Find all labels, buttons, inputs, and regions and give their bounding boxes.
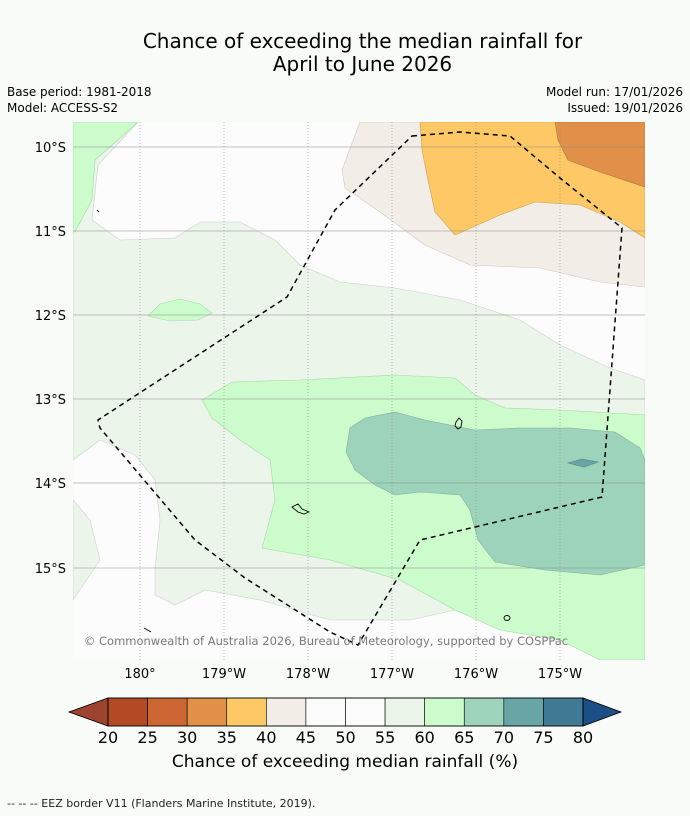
lat-label: 12°S — [35, 309, 66, 324]
colorbar-swatch — [226, 697, 267, 727]
contour-70-75 — [566, 458, 600, 468]
footer-note: -- -- -- EEZ border V11 (Flanders Marine… — [7, 797, 316, 810]
graticule — [73, 122, 645, 660]
colorbar-low-arrow — [67, 697, 109, 727]
colorbar-swatch — [266, 697, 307, 727]
island-nw-dot — [96, 209, 100, 213]
colorbar-ticks: 20 25 30 35 40 45 50 55 60 65 70 75 80 — [98, 728, 593, 747]
colorbar-tick-label: 80 — [573, 728, 593, 747]
title-line-1: Chance of exceeding the median rainfall … — [142, 29, 583, 53]
colorbar-high-arrow — [582, 697, 623, 727]
contour-60-65-corner — [73, 122, 139, 233]
island-west — [291, 503, 311, 515]
colorbar-swatch — [503, 697, 544, 727]
colorbar-tick-label: 50 — [335, 728, 355, 747]
colorbar-tick-label: 40 — [256, 728, 276, 747]
colorbar-swatch — [107, 697, 148, 727]
lon-label: 178°W — [286, 667, 330, 682]
colorbar-tick-label: 60 — [414, 728, 434, 747]
map-title: Chance of exceeding the median rainfall … — [0, 30, 690, 76]
colorbar-label: Chance of exceeding median rainfall (%) — [171, 752, 519, 772]
colorbar-swatch — [543, 697, 584, 727]
colorbar-frame — [107, 697, 584, 727]
model-run: Model run: 17/01/2026 — [545, 85, 683, 99]
island-north — [454, 417, 463, 430]
lon-label: 176°W — [454, 667, 498, 682]
lat-label: 13°S — [35, 393, 66, 408]
longitude-labels: 180° 179°W 178°W 177°W 176°W 175°W — [124, 667, 582, 682]
contour-60-65-patch — [147, 298, 213, 322]
colorbar-tick-label: 75 — [533, 728, 553, 747]
colorbar-swatch — [424, 697, 465, 727]
meta-left: Base period: 1981-2018 Model: ACCESS-S2 — [7, 84, 152, 116]
colorbar-tick-label: 55 — [375, 728, 395, 747]
colorbar-swatch — [384, 697, 425, 727]
island-southwest — [143, 627, 152, 633]
copyright-text: © Commonwealth of Australia 2026, Bureau… — [84, 634, 568, 648]
colorbar-tick-label: 20 — [98, 728, 118, 747]
colorbar-tick-label: 35 — [217, 728, 237, 747]
colorbar-tick-label: 70 — [494, 728, 514, 747]
lon-label: 175°W — [538, 667, 582, 682]
title-line-2: April to June 2026 — [272, 52, 453, 76]
issued-date: Issued: 19/01/2026 — [567, 101, 683, 115]
island-south — [503, 615, 511, 621]
colorbar-swatch — [463, 697, 505, 727]
lat-label: 10°S — [35, 141, 66, 156]
colorbar-swatch — [305, 697, 346, 727]
rainfall-map: © Commonwealth of Australia 2026, Bureau… — [73, 122, 645, 660]
colorbar-tick-label: 30 — [177, 728, 197, 747]
base-period: Base period: 1981-2018 — [7, 85, 152, 99]
meta-right: Model run: 17/01/2026 Issued: 19/01/2026 — [546, 84, 683, 116]
colorbar: 20 25 30 35 40 45 50 55 60 65 70 75 80 — [67, 697, 623, 747]
colorbar-swatch — [147, 697, 188, 727]
eez-border — [97, 131, 623, 646]
lat-label: 15°S — [35, 562, 66, 577]
colorbar-swatch — [345, 697, 386, 727]
lat-label: 14°S — [35, 477, 66, 492]
colorbar-swatches — [107, 697, 584, 727]
colorbar-tick-label: 45 — [296, 728, 316, 747]
lat-label: 11°S — [35, 225, 66, 240]
lon-label: 177°W — [370, 667, 414, 682]
lon-label: 180° — [124, 667, 155, 682]
model-name: Model: ACCESS-S2 — [7, 101, 119, 115]
contour-55-60-west — [73, 499, 101, 601]
contour-30-35 — [554, 122, 645, 188]
latitude-labels: 10°S 11°S 12°S 13°S 14°S 15°S — [35, 141, 66, 577]
colorbar-tick-label: 25 — [137, 728, 157, 747]
colorbar-tick-label: 65 — [454, 728, 474, 747]
colorbar-swatch — [186, 697, 228, 727]
contour-65-70 — [345, 411, 645, 576]
lon-label: 179°W — [202, 667, 246, 682]
